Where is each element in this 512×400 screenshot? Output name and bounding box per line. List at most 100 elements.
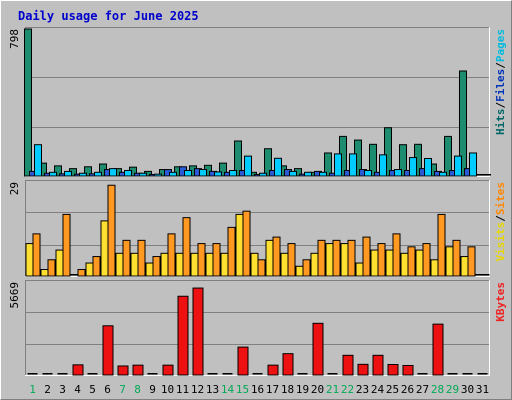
bar-zero (147, 373, 158, 375)
bar-zero (462, 373, 473, 375)
x-tick-label: 15 (236, 383, 249, 396)
bar-sites-day-12 (197, 243, 206, 277)
x-tick-label: 6 (104, 383, 111, 396)
bar-visits-day-19 (295, 265, 304, 277)
panel-legend: KBytes (494, 282, 507, 322)
bar-pages-day-24 (379, 154, 387, 177)
bar-pages-day-9 (154, 173, 162, 177)
bar-kbytes-day-7 (117, 365, 129, 376)
bar-hits-day-30 (459, 70, 467, 177)
bar-visits-day-27 (415, 249, 424, 277)
bar-visits-day-9 (145, 262, 154, 277)
series-kbytes (27, 287, 488, 376)
bar-kbytes-day-11 (177, 295, 189, 376)
bar-pages-day-18 (289, 170, 297, 177)
x-tick-label: 30 (461, 383, 474, 396)
bar-sites-day-21 (332, 239, 341, 277)
bar-sites-day-26 (407, 246, 416, 277)
bar-pages-day-13 (214, 171, 222, 177)
x-tick-label: 9 (149, 383, 156, 396)
bar-kbytes-day-6 (102, 325, 114, 376)
bar-visits-day-7 (115, 252, 124, 277)
bar-pages-day-22 (349, 153, 357, 177)
bar-pages-day-17 (274, 157, 282, 177)
bar-kbytes-day-4 (72, 364, 84, 376)
bar-pages-day-12 (199, 169, 207, 177)
legend-entry: Files (494, 69, 507, 102)
x-tick-label: 10 (161, 383, 174, 396)
bar-visits-day-17 (265, 239, 274, 277)
bar-pages-day-16 (259, 172, 267, 177)
bar-kbytes-day-25 (387, 364, 399, 376)
bar-kbytes-day-26 (402, 364, 414, 376)
bar-zero (297, 373, 308, 375)
series-hits (24, 28, 481, 177)
panel-border-shadow (25, 280, 490, 376)
bar-zero (475, 274, 483, 276)
bar-zero (57, 373, 68, 375)
bar-visits-day-18 (280, 252, 289, 277)
bar-pages-day-20 (319, 171, 327, 177)
y-max-label: 5669 (8, 282, 21, 309)
bar-kbytes-day-20 (312, 322, 324, 376)
x-tick-label: 14 (221, 383, 235, 396)
x-tick-label: 11 (176, 383, 189, 396)
bar-sites-day-14 (227, 226, 236, 277)
x-tick-label: 25 (386, 383, 399, 396)
bar-pages-day-23 (364, 169, 372, 177)
bar-zero (327, 373, 338, 375)
panel-bot: 5669 KBytes (8, 280, 507, 376)
x-tick-label: 5 (89, 383, 96, 396)
bar-kbytes-day-23 (357, 363, 369, 376)
bar-sites-day-20 (317, 239, 326, 277)
y-max-label: 29 (8, 182, 21, 195)
panel-background (25, 27, 490, 177)
bar-visits-day-6 (100, 220, 109, 277)
bar-pages-day-10 (169, 171, 177, 177)
x-tick-label: 26 (401, 383, 414, 396)
bar-hits-day-26 (399, 144, 407, 177)
bar-pages-day-14 (229, 169, 237, 177)
bar-sites-day-15 (242, 210, 251, 277)
bar-sites-day-19 (302, 259, 311, 277)
bar-visits-day-12 (190, 252, 199, 277)
bar-sites-day-3 (62, 213, 71, 277)
bar-sites-day-23 (362, 236, 371, 277)
bar-visits-day-30 (460, 256, 469, 277)
x-tick-label: 4 (74, 383, 81, 396)
bar-visits-day-3 (55, 249, 64, 277)
bar-zero (207, 373, 218, 375)
bar-sites-day-28 (437, 213, 446, 277)
bar-zero (479, 174, 486, 176)
bar-zero (222, 373, 233, 375)
bar-zero (477, 373, 488, 375)
panel-legend: Visits/Sites (494, 182, 507, 262)
bar-zero (42, 373, 53, 375)
panel-mid: 29 Visits/Sites (8, 180, 507, 277)
x-tick-label: 21 (326, 383, 339, 396)
bar-pages-day-19 (304, 171, 312, 177)
x-tick-label: 8 (134, 383, 141, 396)
x-tick-label: 31 (476, 383, 489, 396)
bar-visits-day-8 (130, 252, 139, 277)
bar-visits-day-28 (430, 259, 439, 277)
bar-pages-day-5 (94, 171, 102, 177)
bar-pages-day-2 (49, 171, 57, 177)
bar-pages-day-4 (79, 172, 87, 177)
x-tick-label: 28 (431, 383, 444, 396)
bar-pages-day-25 (394, 169, 402, 177)
bar-visits-day-16 (250, 252, 259, 277)
legend-entry: / (494, 215, 507, 222)
bar-pages-day-26 (409, 157, 417, 177)
bar-kbytes-day-15 (237, 346, 249, 376)
bar-hits-day-21 (324, 152, 332, 177)
bar-kbytes-day-12 (192, 287, 204, 376)
x-tick-label: 23 (356, 383, 369, 396)
bar-sites-day-13 (212, 243, 221, 277)
bar-kbytes-day-17 (267, 364, 279, 376)
bar-kbytes-day-10 (162, 364, 174, 376)
x-tick-label: 22 (341, 383, 354, 396)
x-tick-label: 17 (266, 383, 279, 396)
